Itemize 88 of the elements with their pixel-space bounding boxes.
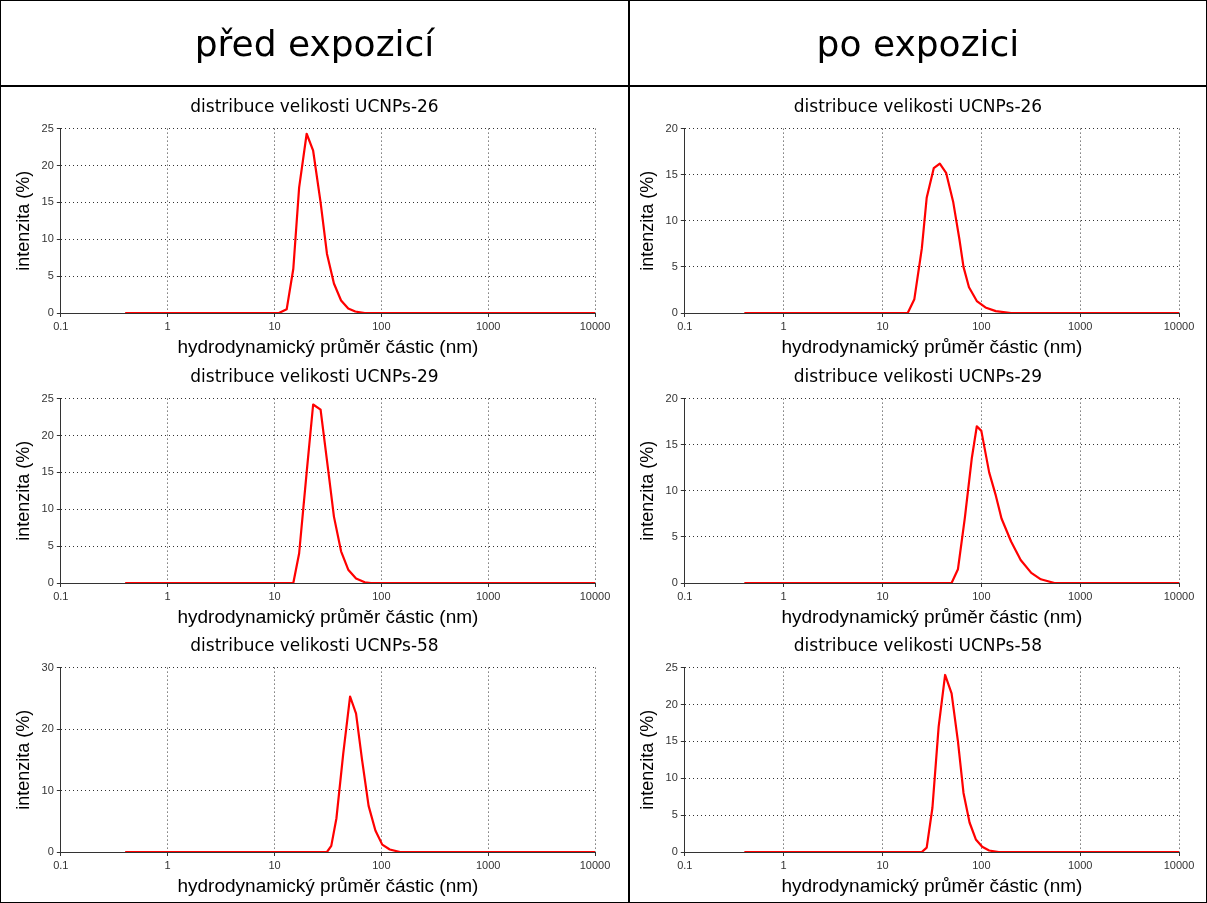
x-tick-label: 0.1 [677, 319, 693, 332]
y-tick-label: 30 [42, 660, 55, 673]
x-tick-label: 100 [372, 319, 391, 332]
x-tick-label: 1 [165, 589, 172, 602]
y-tick-label: 10 [665, 483, 678, 496]
x-tick-label: 1000 [476, 589, 501, 602]
y-tick-label: 5 [671, 529, 678, 542]
y-tick-label: 15 [42, 195, 55, 208]
y-tick-label: 25 [42, 391, 55, 404]
x-tick-label: 1 [780, 319, 787, 332]
y-tick-label: 20 [42, 722, 55, 735]
x-tick-label: 10 [268, 589, 282, 602]
x-tick-label: 10 [876, 589, 889, 602]
x-tick-label: 10 [268, 858, 282, 871]
y-tick-label: 0 [671, 845, 678, 858]
x-tick-label: 100 [972, 319, 991, 332]
y-tick-label: 15 [665, 437, 678, 450]
text: po expozici [629, 1, 1206, 87]
x-axis-title: hydrodynamický průměr částic (nm) [177, 335, 479, 357]
x-tick-label: 1 [780, 858, 787, 871]
x-tick-label: 10 [876, 319, 889, 332]
x-axis-title: hydrodynamický průměr částic (nm) [177, 875, 479, 897]
y-tick-label: 20 [42, 428, 55, 441]
x-tick-label: 0.1 [677, 589, 693, 602]
x-tick-label: 0.1 [677, 858, 693, 871]
chart-title: distribuce velikosti UCNPs-26 [189, 95, 440, 118]
x-axis-title: hydrodynamický průměr částic (nm) [781, 875, 1083, 897]
x-axis-title: hydrodynamický průměr částic (nm) [781, 335, 1083, 357]
x-tick-label: 1000 [476, 858, 501, 871]
y-tick-label: 5 [671, 808, 678, 821]
x-tick-label: 10 [876, 858, 889, 871]
y-tick-label: 10 [42, 783, 55, 796]
y-tick-label: 0 [48, 306, 55, 319]
y-tick-label: 5 [671, 259, 678, 272]
chart-title: distribuce velikosti UCNPs-29 [792, 364, 1044, 388]
y-tick-label: 10 [42, 501, 55, 514]
y-tick-label: 20 [665, 391, 678, 404]
x-tick-label: 100 [972, 589, 991, 602]
x-axis-title: hydrodynamický průměr částic (nm) [177, 605, 479, 627]
y-tick-label: 10 [665, 771, 678, 784]
y-tick-label: 10 [665, 213, 678, 226]
x-tick-label: 1000 [1067, 589, 1093, 602]
x-tick-label: 10000 [580, 319, 611, 332]
x-axis-title: hydrodynamický průměr částic (nm) [781, 605, 1083, 627]
x-tick-label: 10000 [580, 589, 611, 602]
y-tick-label: 15 [665, 734, 678, 747]
x-tick-label: 0.1 [53, 589, 69, 602]
x-tick-label: 100 [972, 858, 991, 871]
x-tick-label: 10 [268, 319, 282, 332]
x-tick-label: 0.1 [53, 858, 69, 871]
y-axis-title: intenzita (%) [13, 710, 34, 811]
text: před expozicí [1, 1, 628, 87]
y-tick-label: 20 [665, 697, 678, 710]
y-tick-label: 0 [671, 306, 678, 319]
y-axis-title: intenzita (%) [636, 170, 657, 271]
y-axis-title: intenzita (%) [636, 440, 657, 541]
x-tick-label: 0.1 [53, 319, 69, 332]
x-tick-label: 1000 [476, 319, 501, 332]
chart-title: distribuce velikosti UCNPs-26 [792, 95, 1044, 118]
y-tick-label: 5 [48, 538, 55, 551]
y-axis-title: intenzita (%) [13, 170, 34, 271]
y-axis-title: intenzita (%) [636, 710, 657, 811]
y-tick-label: 20 [665, 121, 678, 134]
chart-title: distribuce velikosti UCNPs-58 [792, 634, 1044, 658]
y-tick-label: 20 [42, 158, 55, 171]
y-tick-label: 0 [48, 845, 55, 858]
x-tick-label: 1 [165, 858, 172, 871]
x-tick-label: 1 [165, 319, 172, 332]
x-tick-label: 1000 [1067, 858, 1093, 871]
x-tick-label: 10000 [1163, 858, 1195, 871]
y-tick-label: 10 [42, 232, 55, 245]
x-tick-label: 100 [372, 589, 391, 602]
x-tick-label: 10000 [1163, 589, 1195, 602]
x-tick-label: 10000 [580, 858, 611, 871]
x-tick-label: 1000 [1067, 319, 1093, 332]
x-tick-label: 1 [780, 589, 787, 602]
y-tick-label: 0 [48, 575, 55, 588]
y-tick-label: 5 [48, 269, 55, 282]
y-tick-label: 25 [42, 121, 55, 134]
y-tick-label: 15 [665, 167, 678, 180]
y-tick-label: 0 [671, 575, 678, 588]
y-tick-label: 15 [42, 464, 55, 477]
chart-title: distribuce velikosti UCNPs-29 [189, 364, 440, 388]
x-tick-label: 100 [372, 858, 391, 871]
x-tick-label: 10000 [1163, 319, 1195, 332]
chart-title: distribuce velikosti UCNPs-58 [189, 634, 440, 658]
y-axis-title: intenzita (%) [13, 440, 34, 541]
y-tick-label: 25 [665, 660, 678, 673]
